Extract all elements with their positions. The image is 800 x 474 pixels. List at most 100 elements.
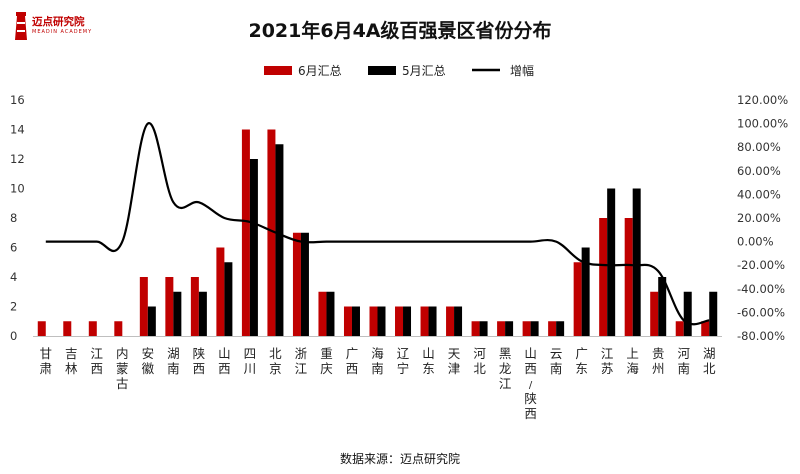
bar-june bbox=[573, 262, 582, 336]
x-tick-label: 湖南 bbox=[167, 346, 180, 376]
legend-label-growth: 增幅 bbox=[510, 63, 534, 78]
x-tick-label: 海南 bbox=[371, 346, 384, 376]
right-axis-tick-label: -40.00% bbox=[737, 282, 785, 296]
bar-may bbox=[530, 321, 539, 336]
bar-june bbox=[624, 218, 633, 336]
x-axis-labels: 甘肃吉林江西内蒙古安徽湖南陕西山西四川北京浙江重庆广西海南辽宁山东天津河北黑龙江… bbox=[40, 346, 716, 421]
bar-june bbox=[241, 129, 250, 336]
bar-may bbox=[198, 291, 207, 336]
x-tick-label: 安徽 bbox=[142, 346, 155, 376]
bar-may bbox=[658, 277, 667, 336]
bar-june bbox=[599, 218, 608, 336]
bar-june bbox=[548, 321, 557, 336]
x-tick-label: 湖北 bbox=[703, 346, 716, 376]
bar-may bbox=[224, 262, 233, 336]
bar-may bbox=[351, 306, 360, 336]
legend-label-june: 6月汇总 bbox=[298, 64, 342, 78]
bar-june bbox=[675, 321, 684, 336]
bar-may bbox=[147, 306, 156, 336]
bar-june bbox=[369, 306, 378, 336]
bar-may bbox=[479, 321, 488, 336]
bar-june bbox=[292, 232, 301, 336]
legend-swatch-june bbox=[264, 66, 292, 75]
x-tick-label: 广西 bbox=[346, 346, 359, 376]
legend-swatch-may bbox=[368, 66, 396, 75]
bar-june bbox=[522, 321, 531, 336]
x-tick-label: 河北 bbox=[473, 346, 486, 376]
right-axis-tick-label: -20.00% bbox=[737, 258, 785, 272]
left-axis-tick-label: 4 bbox=[10, 270, 17, 284]
bar-june bbox=[650, 291, 659, 336]
bar-may bbox=[300, 232, 309, 336]
bars bbox=[37, 129, 718, 336]
source-note: 数据来源：迈点研究院 bbox=[339, 452, 460, 466]
left-axis-tick-label: 10 bbox=[10, 182, 25, 196]
chart-canvas: 6月汇总 5月汇总 增幅 0 2 4 6 8 10 12 14 16 -80.00% -60.00… bbox=[10, 63, 788, 421]
bar-may bbox=[326, 291, 335, 336]
bar-june bbox=[343, 306, 352, 336]
bar-may bbox=[632, 188, 641, 336]
bar-june bbox=[420, 306, 429, 336]
left-axis-tick-label: 2 bbox=[10, 300, 17, 314]
legend: 6月汇总 5月汇总 增幅 bbox=[264, 63, 534, 78]
bar-june bbox=[139, 277, 148, 336]
bar-may bbox=[607, 188, 616, 336]
bar-may bbox=[403, 306, 412, 336]
bar-may bbox=[428, 306, 437, 336]
left-axis-tick-label: 12 bbox=[10, 152, 25, 166]
bar-june bbox=[471, 321, 480, 336]
x-tick-label: 辽宁 bbox=[397, 346, 410, 376]
bar-may bbox=[683, 291, 692, 336]
x-tick-label: 黑龙江 bbox=[499, 346, 512, 391]
x-tick-label: 江西 bbox=[91, 346, 104, 376]
bar-may bbox=[275, 144, 284, 336]
right-axis-tick-label: -60.00% bbox=[737, 305, 785, 319]
bar-may bbox=[377, 306, 386, 336]
right-axis-tick-label: 60.00% bbox=[737, 164, 781, 178]
right-axis-tick-label: 100.00% bbox=[737, 117, 788, 131]
right-axis-tick-label: 120.00% bbox=[737, 93, 788, 107]
brand-logo: 迈点研究院 MEADIN ACADEMY bbox=[10, 8, 110, 48]
bar-june bbox=[267, 129, 276, 336]
brand-tagline: MEADIN ACADEMY bbox=[32, 29, 93, 35]
x-tick-label: 陕西 bbox=[193, 346, 206, 376]
x-tick-label: 山西/陕西 bbox=[524, 346, 537, 421]
bar-june bbox=[37, 321, 46, 336]
x-tick-label: 河南 bbox=[677, 346, 690, 376]
x-tick-label: 山西 bbox=[218, 346, 231, 376]
legend-label-may: 5月汇总 bbox=[402, 64, 446, 78]
bar-june bbox=[446, 306, 455, 336]
bar-june bbox=[701, 321, 710, 336]
x-tick-label: 重庆 bbox=[320, 346, 333, 376]
chart-title: 2021年6月4A级百强景区省份分布 bbox=[248, 20, 552, 42]
growth-line bbox=[45, 122, 710, 326]
bar-june bbox=[88, 321, 97, 336]
lighthouse-icon bbox=[15, 12, 27, 40]
bar-june bbox=[114, 321, 123, 336]
bar-may bbox=[581, 247, 590, 336]
left-axis-tick-label: 6 bbox=[10, 241, 17, 255]
bar-may bbox=[173, 291, 182, 336]
x-tick-label: 吉林 bbox=[65, 346, 78, 376]
right-axis-tick-label: 40.00% bbox=[737, 187, 781, 201]
bar-june bbox=[190, 277, 199, 336]
bar-june bbox=[318, 291, 327, 336]
bar-june bbox=[395, 306, 404, 336]
bar-june bbox=[165, 277, 174, 336]
right-axis-tick-label: 0.00% bbox=[737, 235, 774, 249]
brand-name: 迈点研究院 bbox=[32, 16, 85, 28]
x-tick-label: 浙江 bbox=[295, 346, 308, 376]
x-tick-label: 贵州 bbox=[652, 346, 665, 376]
x-tick-label: 内蒙古 bbox=[116, 346, 129, 391]
x-tick-label: 云南 bbox=[550, 346, 563, 376]
left-axis-tick-label: 8 bbox=[10, 211, 17, 225]
x-tick-label: 山东 bbox=[422, 346, 435, 376]
right-axis: -80.00% -60.00% -40.00% -20.00% 0.00% 20.00% 4… bbox=[737, 93, 788, 343]
x-tick-label: 北京 bbox=[269, 346, 282, 376]
bar-june bbox=[63, 321, 72, 336]
left-axis-tick-label: 14 bbox=[10, 123, 25, 137]
x-tick-label: 天津 bbox=[448, 346, 461, 376]
left-axis: 0 2 4 6 8 10 12 14 16 bbox=[10, 93, 25, 343]
right-axis-tick-label: 80.00% bbox=[737, 140, 781, 154]
left-axis-tick-label: 0 bbox=[10, 329, 17, 343]
